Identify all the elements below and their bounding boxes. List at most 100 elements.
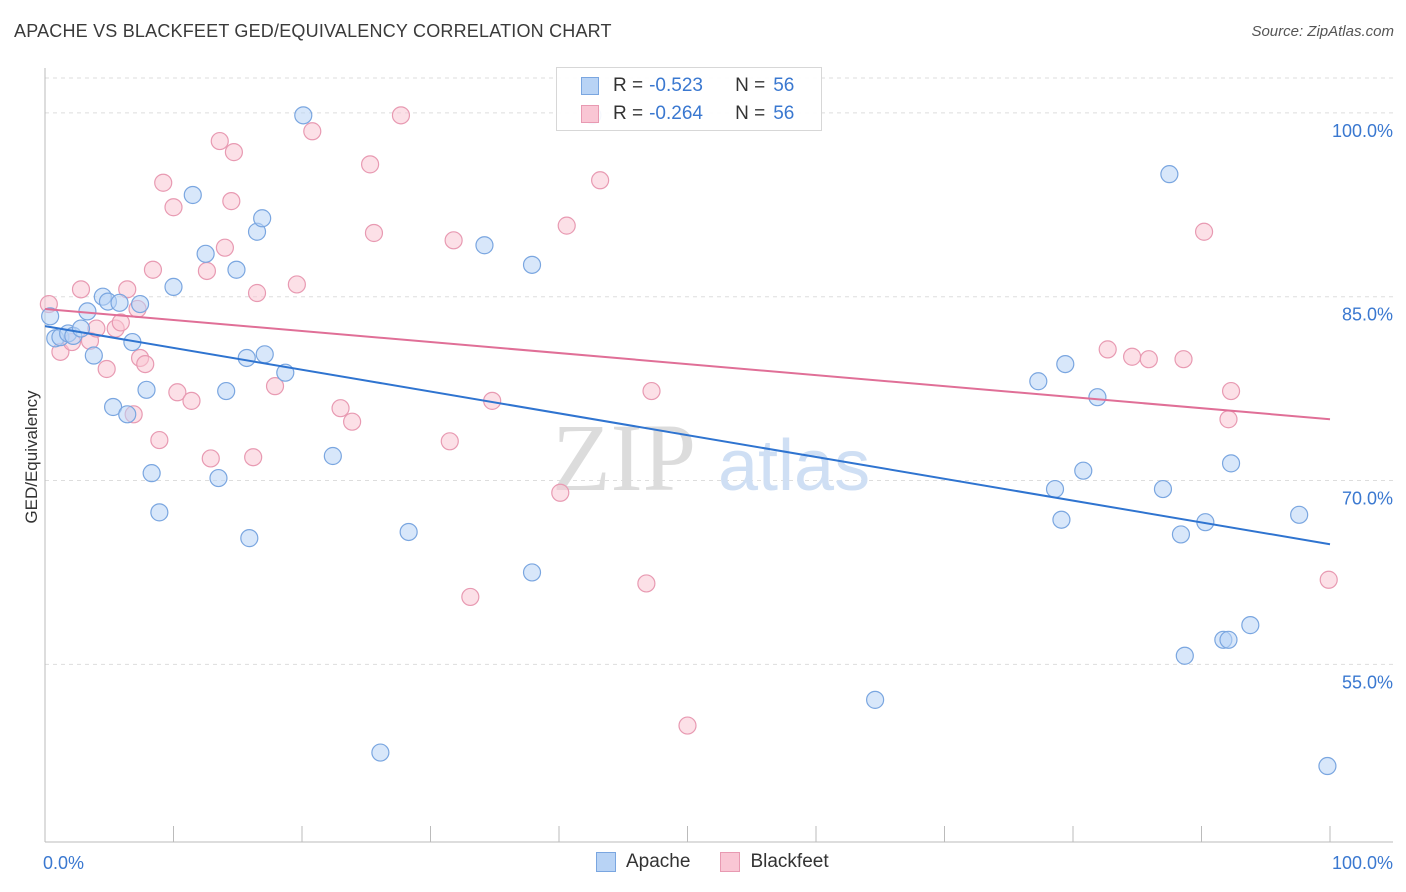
blackfeet-point	[154, 173, 173, 192]
blackfeet-point	[224, 143, 243, 162]
apache-point	[253, 209, 272, 228]
blackfeet-swatch	[720, 852, 741, 872]
apache-point	[1290, 505, 1309, 524]
blackfeet-point	[197, 261, 217, 281]
r-value: -0.264	[649, 103, 703, 124]
blackfeet-point	[331, 399, 350, 418]
legend-label-apache: Apache	[626, 851, 691, 872]
correlation-legend: R = -0.523 N = 56 R = -0.264 N = 56	[556, 67, 822, 131]
blackfeet-point	[1174, 350, 1193, 369]
apache-point	[227, 260, 246, 279]
apache-trend-line	[44, 325, 1331, 546]
r-label: R =	[613, 75, 644, 96]
series-legend: Apache Blackfeet	[596, 851, 859, 873]
blackfeet-point	[364, 223, 384, 243]
blackfeet-point	[1221, 381, 1241, 401]
blackfeet-point	[591, 171, 610, 190]
apache-point	[1074, 461, 1093, 480]
legend-item-apache[interactable]: Apache	[596, 851, 690, 873]
apache-point	[1153, 479, 1173, 499]
blackfeet-point	[150, 430, 169, 450]
apache-point	[255, 345, 274, 364]
blackfeet-point	[303, 122, 322, 141]
apache-point	[110, 293, 129, 312]
blackfeet-point	[343, 412, 362, 431]
source-credit: Source: ZipAtlas.com	[1251, 23, 1394, 40]
apache-point	[475, 236, 494, 255]
blackfeet-point	[361, 155, 380, 174]
blackfeet-point	[265, 377, 285, 396]
apache-point	[1029, 372, 1048, 391]
r-value: -0.523	[649, 75, 703, 96]
apache-point	[1175, 646, 1194, 665]
apache-point	[104, 397, 123, 417]
y-axis-label: GED/Equivalency	[22, 390, 41, 524]
n-value: 56	[773, 75, 795, 96]
apache-point	[84, 346, 103, 365]
blackfeet-point	[143, 260, 163, 279]
apache-point	[1171, 525, 1191, 544]
apache-point	[1088, 388, 1107, 407]
blackfeet-point	[136, 354, 155, 374]
apache-point	[164, 277, 183, 296]
grid-layer	[45, 77, 1393, 665]
apache-point	[522, 563, 542, 582]
apache-point	[399, 522, 418, 542]
blackfeet-point	[247, 283, 267, 303]
blackfeet-point	[440, 432, 459, 451]
blackfeet-point	[182, 391, 201, 410]
apache-point	[118, 405, 137, 424]
blackfeet-point	[1139, 350, 1158, 369]
apache-point	[130, 294, 150, 314]
apache-swatch	[581, 77, 599, 95]
apache-point	[1160, 165, 1179, 184]
blackfeet-point	[97, 359, 116, 379]
x-tick-label: 100.0%	[1332, 853, 1393, 873]
apache-point	[1045, 479, 1065, 499]
apache-point	[1221, 454, 1241, 473]
apache-point	[137, 380, 156, 399]
y-tick-label: 55.0%	[1342, 672, 1393, 692]
blackfeet-trend-line	[44, 307, 1331, 421]
blackfeet-point	[1098, 340, 1117, 359]
blackfeet-point	[1219, 410, 1238, 429]
apache-swatch	[596, 852, 616, 872]
legend-row-apache: R = -0.523 N = 56	[557, 72, 794, 100]
points-layer	[39, 106, 1338, 776]
apache-point	[866, 690, 885, 709]
blackfeet-point	[118, 280, 137, 299]
blackfeet-point	[637, 574, 656, 593]
blackfeet-point	[1123, 347, 1142, 366]
axis-layer	[44, 68, 1393, 843]
apache-point	[142, 464, 161, 483]
blackfeet-point	[210, 131, 229, 151]
blackfeet-point	[1194, 222, 1214, 241]
blackfeet-point	[551, 483, 570, 502]
blackfeet-swatch	[581, 105, 599, 123]
apache-point	[217, 381, 236, 401]
blackfeet-point	[557, 216, 576, 235]
blackfeet-point	[287, 275, 306, 294]
blackfeet-point	[201, 449, 220, 468]
legend-item-blackfeet[interactable]: Blackfeet	[720, 851, 829, 873]
legend-row-blackfeet: R = -0.264 N = 56	[557, 100, 794, 128]
apache-point	[1318, 756, 1337, 776]
apache-point	[1056, 354, 1075, 374]
blackfeet-point	[164, 198, 183, 217]
chart-title: APACHE VS BLACKFEET GED/EQUIVALENCY CORR…	[14, 21, 612, 41]
apache-point	[323, 446, 342, 466]
blackfeet-point	[168, 383, 187, 402]
apache-point	[150, 503, 169, 522]
blackfeet-point	[678, 716, 697, 735]
apache-point	[1219, 630, 1238, 649]
apache-point	[41, 307, 60, 326]
blackfeet-point	[642, 381, 661, 401]
n-label: N =	[735, 103, 766, 124]
n-label: N =	[735, 75, 766, 96]
legend-label-blackfeet: Blackfeet	[750, 851, 829, 872]
watermark-atlas: atlas	[718, 426, 870, 506]
apache-point	[522, 255, 542, 274]
blackfeet-point	[391, 106, 411, 125]
label-layer: 55.0% 70.0% 85.0% 100.0% 0.0% 100.0%	[43, 121, 1393, 873]
apache-point	[1052, 510, 1071, 529]
